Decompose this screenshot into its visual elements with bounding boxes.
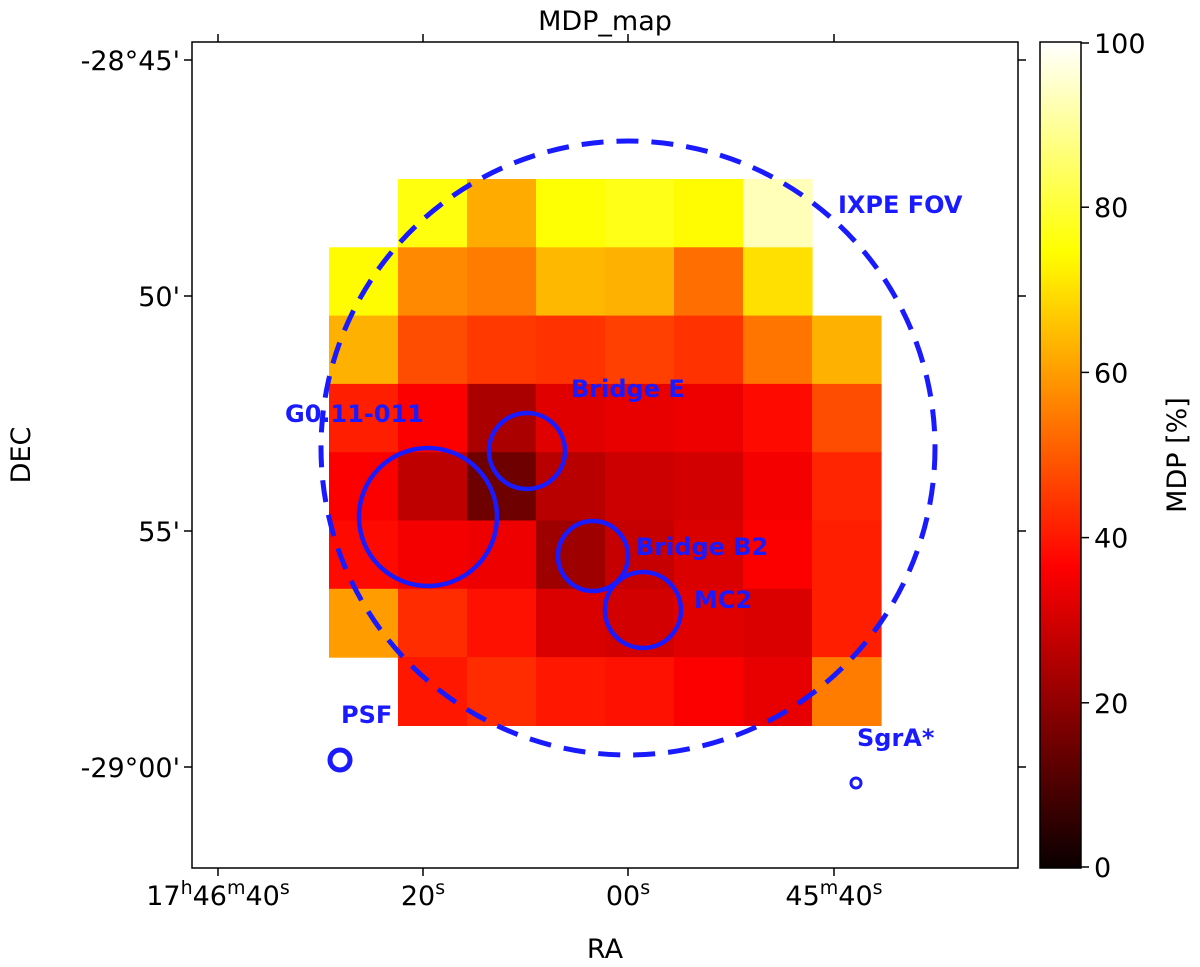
x-tick-labels: 17h46m40s 20s 00s 45m40s	[146, 877, 882, 912]
heatmap-cell	[743, 315, 813, 385]
heatmap-cell	[674, 247, 744, 317]
colorbar-gradient	[1040, 42, 1081, 868]
heatmap-cell	[536, 452, 606, 522]
heatmap-cell	[812, 315, 882, 385]
g0-11-011-label: G0.11-011	[285, 400, 424, 428]
heatmap-cell	[674, 588, 744, 658]
x-tick-label: 45m40s	[785, 877, 882, 912]
plot-area: IXPE FOV G0.11-011 Bridge E Bridge B2 MC…	[191, 41, 1019, 869]
colorbar-frame	[1039, 41, 1082, 869]
heatmap-cell	[674, 315, 744, 385]
heatmap-cell	[674, 179, 744, 248]
heatmap-cell	[536, 315, 606, 385]
colorbar-tick-label: 100	[1094, 29, 1146, 60]
heatmap-cell	[398, 315, 468, 385]
colorbar-tick-label: 0	[1094, 853, 1111, 884]
g0-11-011-circle	[356, 445, 500, 589]
heatmap-cell	[605, 452, 675, 522]
heatmap-cell	[812, 520, 882, 590]
y-axis-label: DEC	[6, 427, 37, 484]
heatmap-cell	[467, 452, 537, 522]
heatmap-cell	[536, 247, 606, 317]
heatmap-cell	[743, 588, 813, 658]
region-overlays	[318, 138, 938, 790]
heatmap-cell	[812, 657, 882, 726]
heatmap-cell	[812, 383, 882, 453]
x-axis-label: RA	[587, 934, 624, 965]
y-tick-label: 50'	[138, 282, 180, 313]
plot-frame	[191, 41, 1019, 869]
heatmap-cell	[605, 657, 675, 726]
colorbar-tick-label: 20	[1094, 689, 1128, 720]
heatmap-cell	[467, 588, 537, 658]
ixpe-fov-label: IXPE FOV	[838, 191, 963, 219]
heatmap-cell	[812, 452, 882, 522]
heatmap-cell	[812, 588, 882, 658]
bridge-e-circle	[486, 410, 568, 492]
colorbar-tick-label: 80	[1094, 193, 1128, 224]
heatmap-cell	[536, 520, 606, 590]
heatmap-cell	[467, 383, 537, 453]
y-tick-label: -29°00'	[81, 753, 180, 784]
heatmap-cell	[743, 247, 813, 317]
heatmap-cell	[467, 247, 537, 317]
colorbar: 0 20 40 60 80 100 MDP [%]	[1039, 29, 1193, 884]
heatmap-cell	[329, 588, 399, 658]
heatmap-cell	[398, 383, 468, 453]
heatmap-cell	[605, 179, 675, 248]
heatmap-cell	[674, 383, 744, 453]
heatmap-cell	[536, 588, 606, 658]
bridge-e-label: Bridge E	[571, 375, 685, 403]
y-tick-label: -28°45'	[81, 46, 180, 77]
heatmap-cells	[329, 179, 882, 726]
heatmap-cell	[743, 179, 813, 248]
mc2-label: MC2	[694, 586, 752, 614]
heatmap-cell	[743, 520, 813, 590]
heatmap-cell	[467, 520, 537, 590]
chart-title: MDP_map	[538, 6, 672, 37]
x-tick-label: 20s	[401, 877, 445, 912]
x-tick-label: 17h46m40s	[146, 877, 290, 912]
y-tick-label: 55'	[138, 517, 180, 548]
heatmap-cell	[605, 383, 675, 453]
heatmap-cell	[674, 657, 744, 726]
colorbar-label: MDP [%]	[1162, 397, 1193, 513]
heatmap-cell	[536, 657, 606, 726]
heatmap-cell	[605, 247, 675, 317]
psf-circle	[327, 747, 353, 773]
mc2-circle	[602, 569, 684, 651]
sgra-star-circle	[849, 776, 863, 790]
bridge-b2-label: Bridge B2	[636, 533, 768, 561]
axis-ticks	[184, 34, 1026, 876]
ixpe-fov-circle	[318, 138, 938, 758]
x-tick-label: 00s	[606, 877, 650, 912]
colorbar-tick-label: 40	[1094, 524, 1128, 555]
colorbar-tick-label: 60	[1094, 358, 1128, 389]
heatmap-cell	[329, 383, 399, 453]
heatmap-cell	[398, 247, 468, 317]
heatmap-cell	[398, 452, 468, 522]
heatmap-cell	[743, 383, 813, 453]
heatmap-cell	[743, 452, 813, 522]
heatmap-cell	[329, 315, 399, 385]
heatmap-cell	[605, 315, 675, 385]
heatmap-cell	[674, 520, 744, 590]
heatmap-cell	[674, 452, 744, 522]
heatmap-cell	[398, 588, 468, 658]
heatmap-cell	[467, 179, 537, 248]
bridge-b2-circle	[555, 518, 631, 594]
sgra-star-label: SgrA*	[857, 724, 935, 752]
heatmap-cell	[467, 315, 537, 385]
psf-label: PSF	[341, 701, 392, 729]
heatmap-cell	[398, 657, 468, 726]
colorbar-ticks: 0 20 40 60 80 100	[1081, 29, 1146, 884]
heatmap-cell	[536, 179, 606, 248]
